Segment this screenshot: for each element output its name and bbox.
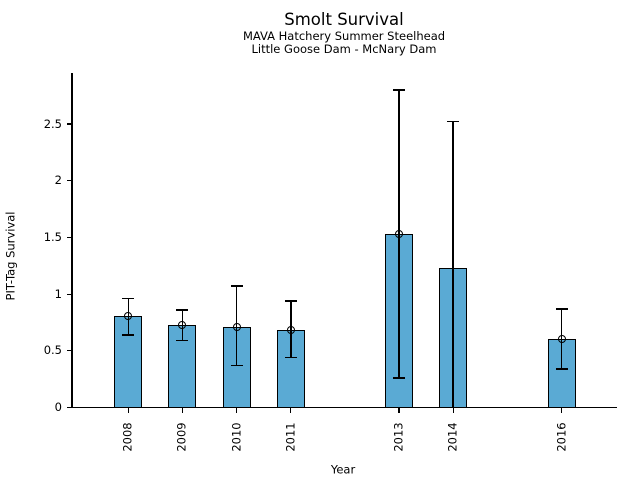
x-axis-spine [71,406,617,409]
x-tick [560,408,563,413]
x-tick-label: 2010 [228,422,243,452]
x-axis-label: Year [330,462,356,477]
data-point-marker [232,322,241,331]
x-tick [236,408,238,413]
error-bar-cap-low [284,356,297,359]
x-tick-label: 2008 [120,422,135,452]
y-tick-label: 1.5 [43,229,62,244]
y-tick [67,293,72,295]
error-bar-cap-high [176,309,189,311]
x-tick [398,408,400,413]
x-tick-label: 2013 [391,422,406,452]
y-tick [67,406,72,409]
error-bar-cap-high [393,89,406,91]
error-bar-cap-low [230,364,243,367]
error-bar-cap-high [122,297,135,300]
y-tick-label: 1 [54,286,62,301]
error-bar-cap-high [230,285,243,287]
x-tick-label: 2009 [174,422,189,452]
y-axis-spine [71,73,73,408]
error-bar-cap-high [555,308,568,310]
y-tick [67,350,72,352]
x-tick-label: 2016 [553,422,568,452]
x-tick-label: 2014 [445,422,460,452]
error-bar-cap-low [122,334,135,336]
y-tick-label: 2 [54,173,62,188]
data-point-marker [286,326,295,335]
x-tick-label: 2011 [283,422,297,452]
y-tick [67,123,72,125]
chart-title: Smolt Survival [284,9,404,29]
x-tick [290,408,292,413]
error-bar-cap-high [284,300,297,302]
y-tick-label: 0 [54,400,62,414]
data-point-marker [557,335,566,344]
chart-subtitle-line1: MAVA Hatchery Summer Steelhead [242,28,446,43]
x-tick [127,408,129,413]
error-bar-cap-low [555,368,568,370]
y-tick-label: 0.5 [43,343,62,358]
y-tick-label: 2.5 [43,116,62,131]
x-tick [452,408,454,413]
error-bar-cap-low [393,377,406,379]
x-tick [181,408,184,413]
error-bar-cap-high [447,120,460,123]
error-bar-cap-low [176,339,189,342]
data-point-marker [395,229,404,238]
y-tick [67,236,72,238]
y-tick [67,180,72,182]
error-bar [452,121,454,408]
data-point-marker [178,320,187,329]
y-axis-label: PIT-Tag Survival [3,211,18,301]
data-point-marker [124,311,133,320]
chart-subtitle-line2: Little Goose Dam - McNary Dam [251,42,437,56]
